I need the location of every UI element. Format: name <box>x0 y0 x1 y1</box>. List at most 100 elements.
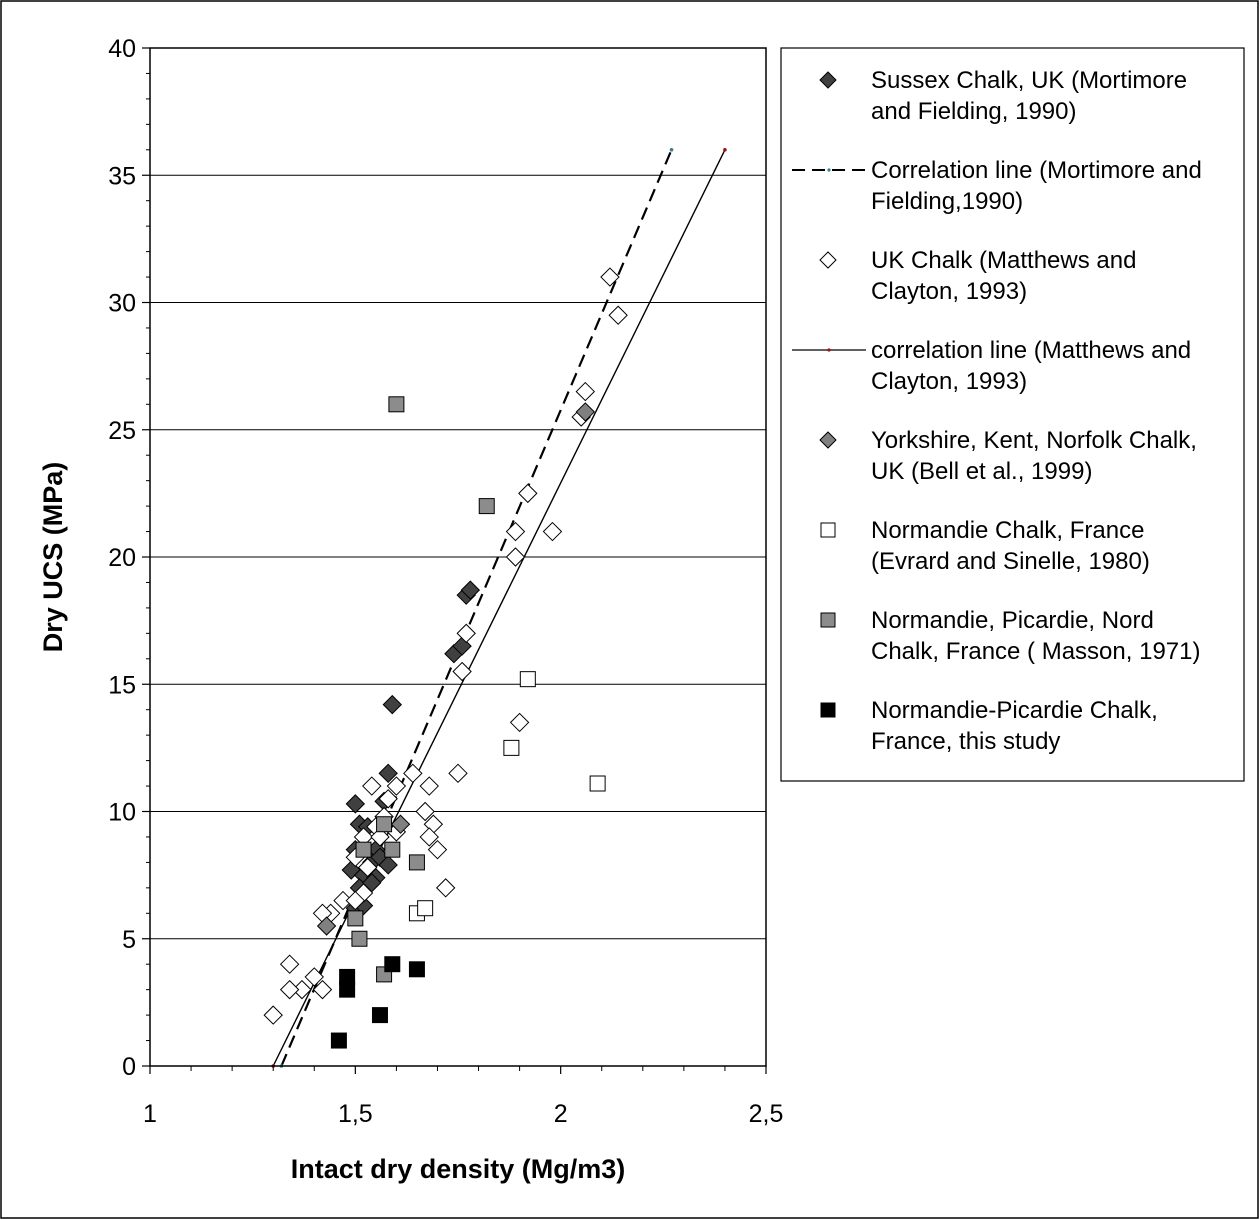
legend-marker-7 <box>820 702 836 718</box>
y-tick-label: 10 <box>108 799 136 827</box>
data-point-s2 <box>600 267 620 287</box>
data-point-s2 <box>509 712 530 733</box>
data-point-s2 <box>403 763 423 784</box>
legend-label-3: Clayton, 1993) <box>871 368 1027 395</box>
x-tick-label: 2 <box>554 1100 568 1128</box>
data-point-s6 <box>388 396 405 413</box>
data-point-s4 <box>316 916 337 936</box>
data-point-s6 <box>408 854 425 871</box>
y-tick-label: 15 <box>108 671 136 699</box>
data-point-s6 <box>351 930 368 947</box>
legend: Sussex Chalk, UK (Mortimore and Fielding,… <box>780 47 1245 782</box>
data-point-s2 <box>542 521 563 542</box>
data-point-s4 <box>390 814 411 834</box>
data-point-s2 <box>357 857 378 878</box>
data-point-s0 <box>460 580 481 600</box>
data-point-s2 <box>452 661 472 682</box>
data-point-s2 <box>575 381 596 402</box>
data-point-s2 <box>435 878 456 898</box>
legend-label-2: Clayton, 1993) <box>871 278 1027 305</box>
legend-label-7: France, this study <box>871 728 1060 755</box>
data-point-s2 <box>304 967 324 987</box>
gridlines <box>150 47 766 940</box>
data-point-s5 <box>589 775 606 792</box>
data-point-s2 <box>505 521 526 542</box>
legend-marker-2 <box>819 251 837 269</box>
data-point-s0 <box>382 694 403 715</box>
data-point-s2 <box>448 763 468 784</box>
axes: 0 5 10 15 20 25 30 35 40 1 1,5 2 2,5 <box>108 35 783 1128</box>
data-point-s2 <box>345 890 366 911</box>
legend-label-5: Normandie Chalk, France <box>871 517 1144 544</box>
x-tick-label: 1 <box>143 1100 157 1128</box>
legend-label-4: Yorkshire, Kent, Norfolk Chalk, <box>871 427 1197 454</box>
data-point-s2 <box>279 979 300 1000</box>
plot-frame <box>149 47 767 1067</box>
y-tick-label: 20 <box>108 544 136 572</box>
legend-label-6: Normandie, Picardie, Nord <box>871 607 1154 634</box>
legend-label-2: UK Chalk (Matthews and <box>871 247 1136 274</box>
data-point-s2 <box>362 776 382 796</box>
data-point-s2 <box>312 979 333 1000</box>
data-point-s7 <box>384 956 401 973</box>
y-tick-label: 25 <box>108 417 136 445</box>
legend-line-dot-3 <box>827 348 831 352</box>
y-axis-title: Dry UCS (MPa) <box>38 462 68 653</box>
data-point-s2 <box>370 827 390 847</box>
data-point-s2 <box>427 839 448 860</box>
y-tick-label: 30 <box>108 290 136 318</box>
data-point-s7 <box>330 1032 347 1049</box>
legend-label-5: (Evrard and Sinelle, 1980) <box>871 548 1150 575</box>
legend-label-1: Fielding,1990) <box>871 188 1023 215</box>
data-point-s0 <box>378 855 398 875</box>
y-tick-label: 35 <box>108 162 136 190</box>
x-tick-label: 2,5 <box>749 1100 784 1128</box>
data-point-s2 <box>415 801 435 822</box>
data-point-s7 <box>339 981 356 998</box>
data-point-s2 <box>505 547 526 567</box>
legend-label-3: correlation line (Matthews and <box>871 337 1191 364</box>
legend-line-dot-1 <box>827 168 831 172</box>
data-point-s5 <box>417 900 434 917</box>
data-point-s6 <box>384 841 401 858</box>
legend-label-4: UK (Bell et al., 1999) <box>871 458 1092 485</box>
legend-label-0: Sussex Chalk, UK (Mortimore <box>871 67 1187 94</box>
x-tick-label: 1,5 <box>338 1100 373 1128</box>
x-axis-title: Intact dry density (Mg/m3) <box>291 1154 626 1184</box>
y-tick-label: 0 <box>122 1053 136 1081</box>
data-point-s2 <box>378 789 398 809</box>
data-point-s0 <box>378 763 398 784</box>
data-point-s2 <box>419 827 439 847</box>
data-point-s6 <box>376 816 393 833</box>
legend-label-7: Normandie-Picardie Chalk, <box>871 697 1158 724</box>
data-point-s2 <box>456 623 476 644</box>
data-point-s2 <box>419 776 439 796</box>
correlation-line-mortimore <box>280 149 673 1067</box>
legend-marker-6 <box>820 612 836 628</box>
data-points <box>263 267 628 1049</box>
data-point-s2 <box>263 1005 283 1025</box>
legend-marker-5 <box>820 522 836 538</box>
legend-label-6: Chalk, France ( Masson, 1971) <box>871 638 1200 665</box>
data-point-s2 <box>518 483 538 504</box>
data-point-s0 <box>345 794 366 814</box>
data-point-s5 <box>519 671 536 688</box>
data-point-s7 <box>371 1007 388 1024</box>
legend-label-1: Correlation line (Mortimore and <box>871 157 1202 184</box>
data-point-s6 <box>355 841 372 858</box>
data-point-s4 <box>575 402 596 422</box>
line-endpoint <box>723 148 727 152</box>
data-point-s6 <box>347 910 364 927</box>
legend-label-0: and Fielding, 1990) <box>871 98 1076 125</box>
legend-marker-0 <box>819 71 837 89</box>
data-point-s6 <box>478 498 495 515</box>
data-point-s2 <box>279 954 300 974</box>
y-tick-label: 40 <box>108 35 136 63</box>
y-tick-label: 5 <box>122 926 136 954</box>
data-point-s7 <box>408 961 425 978</box>
data-point-s2 <box>386 776 407 796</box>
data-point-s5 <box>503 739 520 756</box>
data-point-s2 <box>608 305 628 325</box>
legend-marker-4 <box>819 431 837 449</box>
